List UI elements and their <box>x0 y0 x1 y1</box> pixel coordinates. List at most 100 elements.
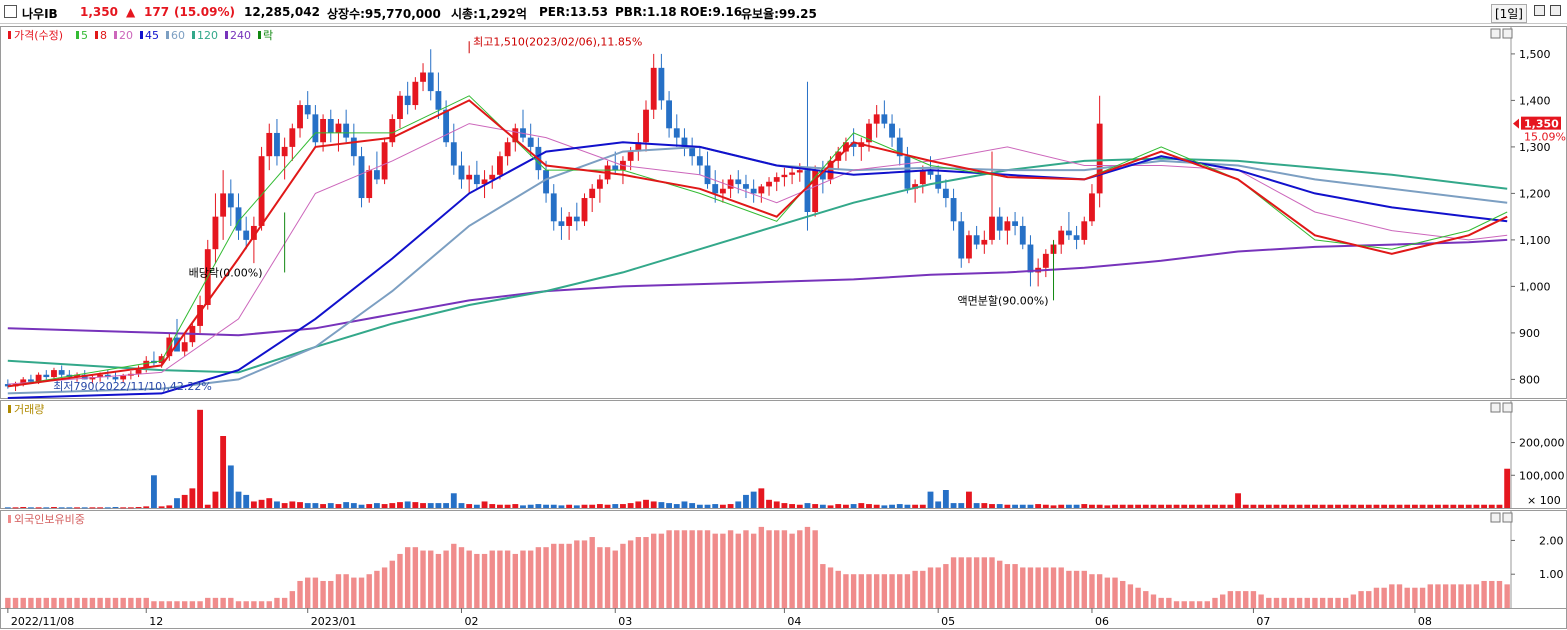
foreign-bar <box>281 597 288 608</box>
candle-body <box>1019 225 1026 245</box>
legend-marker-20 <box>114 31 117 39</box>
volume-bar <box>942 490 949 508</box>
foreign-bar <box>243 601 249 608</box>
foreign-bar <box>228 597 234 608</box>
foreign-bar <box>866 574 872 608</box>
legend-label-240: 240 <box>230 29 251 42</box>
close-icon[interactable] <box>1550 5 1561 16</box>
candle-body <box>158 356 165 364</box>
volume-bar <box>658 502 665 508</box>
candle-body <box>735 179 742 185</box>
foreign-bar <box>343 574 349 608</box>
foreign-bar <box>581 540 588 608</box>
select-checkbox[interactable] <box>4 5 17 18</box>
price-minimize-icon[interactable] <box>1490 28 1501 39</box>
foreign-close-icon[interactable] <box>1502 512 1513 523</box>
candle-body <box>89 377 96 380</box>
candle-body <box>58 370 65 375</box>
foreign-bar <box>620 543 626 608</box>
volume-bar <box>927 491 934 508</box>
foreign-bar <box>351 577 357 608</box>
volume-bar <box>235 491 242 508</box>
foreign-bar <box>1304 597 1310 608</box>
candle-body <box>643 109 649 143</box>
candle-body <box>497 156 503 175</box>
legend-marker-45 <box>140 31 143 39</box>
candle-body <box>842 142 849 152</box>
foreign-bar <box>1381 587 1387 608</box>
candle-body <box>327 119 334 133</box>
maximize-icon[interactable] <box>1534 5 1545 16</box>
foreign-bar <box>1235 591 1241 608</box>
volume-bar <box>1473 504 1480 508</box>
candle-body <box>74 374 80 378</box>
candle-body <box>950 198 957 222</box>
candle-body <box>981 239 988 245</box>
foreign-bar <box>35 597 42 608</box>
volume-bar <box>896 504 903 508</box>
foreign-bar <box>489 550 495 608</box>
legend-marker-240 <box>225 31 228 39</box>
candle-body <box>389 119 396 143</box>
candle-body <box>1012 221 1018 226</box>
volume-bar <box>20 507 27 509</box>
volume-bar <box>635 501 642 508</box>
volume-bar <box>250 501 257 508</box>
stock-name[interactable]: 나우IB <box>22 7 58 21</box>
candle-body <box>743 184 749 189</box>
volume-bar <box>543 504 549 508</box>
period-selector[interactable]: [1일] <box>1490 4 1527 23</box>
foreign-bar <box>850 574 857 608</box>
ma8-line <box>7 99 1508 388</box>
volume-bar <box>1219 504 1226 508</box>
foreign-bar <box>1250 591 1257 608</box>
volume-bar <box>97 507 104 509</box>
foreign-bar <box>912 570 918 608</box>
volume-minimize-icon[interactable] <box>1490 402 1501 413</box>
volume-bar <box>1319 504 1326 508</box>
volume-bar <box>1096 504 1103 508</box>
volume-bar <box>435 503 442 508</box>
foreign-bar <box>566 543 572 608</box>
price-legend-marker <box>8 31 11 39</box>
volume-bar <box>1012 504 1018 508</box>
foreign-minimize-icon[interactable] <box>1490 512 1501 523</box>
volume-close-icon[interactable] <box>1502 402 1513 413</box>
foreign-bar <box>1219 594 1226 608</box>
candle-body <box>43 374 50 378</box>
volume-bar <box>1496 504 1503 508</box>
foreign-bar <box>466 550 472 608</box>
x-tick-label: 08 <box>1418 615 1432 628</box>
foreign-bar <box>1296 597 1303 608</box>
foreign-bar <box>973 557 980 608</box>
foreign-bar <box>604 547 611 608</box>
volume-legend-marker <box>8 405 11 413</box>
candle-body <box>51 370 57 378</box>
foreign-bar <box>451 543 457 608</box>
candle-body <box>827 160 834 180</box>
foreign-bar <box>935 567 941 608</box>
foreign-bar <box>328 580 334 608</box>
foreign-bar <box>835 570 841 608</box>
foreign-bar <box>1196 601 1203 608</box>
legend-label-60: 60 <box>171 29 185 42</box>
foreign-bar <box>197 601 203 608</box>
volume-bar <box>573 505 580 508</box>
price-close-icon[interactable] <box>1502 28 1513 39</box>
candle-body <box>750 188 757 194</box>
x-tick-label: 07 <box>1256 615 1270 628</box>
x-tick-label: 06 <box>1095 615 1109 628</box>
foreign-bar <box>158 601 165 608</box>
ma20-line <box>7 123 1508 385</box>
stock-chart[interactable]: 800 900 1,000 1,100 1,200 1,300 1,400 1,500 2022… <box>0 24 1567 630</box>
per-value: PER:13.53 <box>539 5 608 19</box>
x-axis-panel <box>0 608 1567 629</box>
foreign-bar <box>1243 591 1249 608</box>
volume-bar <box>1342 504 1349 508</box>
foreign-bar <box>520 550 526 608</box>
foreign-bar <box>1089 574 1095 608</box>
volume-bar <box>1411 504 1418 508</box>
candle-body <box>758 186 765 194</box>
foreign-bar <box>366 574 372 608</box>
foreign-bar <box>1181 601 1187 608</box>
